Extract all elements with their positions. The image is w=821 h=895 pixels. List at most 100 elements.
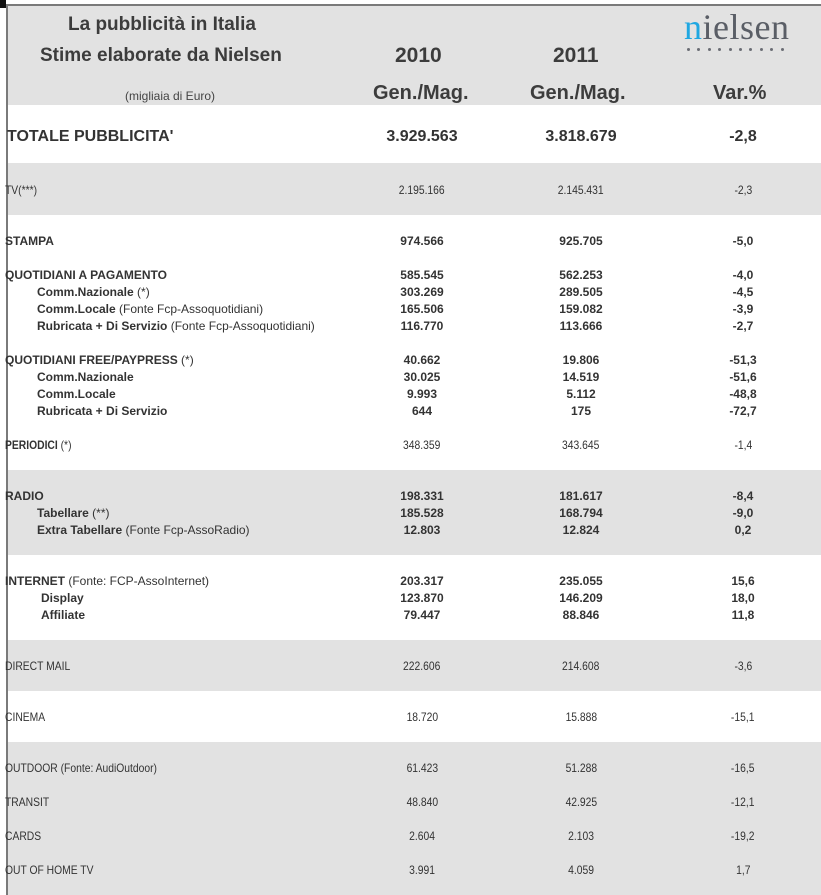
row-label: Affiliate — [41, 608, 86, 622]
resize-handle[interactable] — [0, 0, 6, 8]
row-label: QUOTIDIANI A PAGAMENTO — [5, 268, 167, 282]
value-2010: 9.993 — [406, 387, 438, 401]
value-2011: 12.824 — [562, 523, 600, 537]
table-row-free-comm-locale: Comm.Locale 9.993 5.112 -48,8 — [0, 387, 821, 404]
row-label: DIRECT MAIL — [5, 659, 71, 673]
row-label: STAMPA — [5, 234, 54, 248]
row-label: Display — [41, 591, 84, 605]
table-row-direct-mail: DIRECT MAIL 222.606 214.608 -3,6 — [0, 659, 821, 676]
table-row-affiliate: Affiliate 79.447 88.846 11,8 — [0, 608, 821, 625]
unit-label: (migliaia di Euro) — [125, 89, 216, 103]
value-2011: 343.645 — [562, 438, 600, 452]
value-2011: 51.288 — [565, 761, 597, 775]
radio-band — [8, 470, 821, 555]
table-row-stampa: STAMPA 974.566 925.705 -5,0 — [0, 234, 821, 251]
title-line-2: Stime elaborate da Nielsen — [40, 45, 282, 66]
value-var: 1,7 — [735, 863, 751, 877]
table-row-tabellare: Tabellare (**) 185.528 168.794 -9,0 — [0, 506, 821, 523]
row-label: CINEMA — [5, 710, 46, 724]
row-note: (Fonte Fcp-AssoRadio) — [122, 523, 250, 537]
table-row-quotidiani-pagamento: QUOTIDIANI A PAGAMENTO 585.545 562.253 -… — [0, 268, 821, 285]
value-2010: 303.269 — [400, 285, 444, 299]
table-row-cards: CARDS 2.604 2.103 -19,2 — [0, 829, 821, 846]
outdoor-band — [8, 742, 821, 895]
table-row-cinema: CINEMA 18.720 15.888 -15,1 — [0, 710, 821, 727]
value-2011: 235.055 — [559, 574, 603, 588]
value-2010: 48.840 — [406, 795, 438, 809]
value-2010: 585.545 — [400, 268, 444, 282]
logo-n: n — [684, 7, 703, 47]
table-frame — [6, 4, 821, 895]
row-label: RADIO — [5, 489, 44, 503]
logo-rest: ielsen — [702, 7, 790, 47]
value-2011: 175 — [570, 404, 592, 418]
table-row-outdoor: OUTDOOR (Fonte: AudiOutdoor) 61.423 51.2… — [0, 761, 821, 778]
table-row-extra-tabellare: Extra Tabellare (Fonte Fcp-AssoRadio) 12… — [0, 523, 821, 540]
value-var: -4,0 — [732, 268, 754, 282]
value-var: -2,3 — [734, 183, 752, 197]
value-var: -1,4 — [734, 438, 752, 452]
row-label: Tabellare — [37, 506, 89, 520]
value-2010: 2.195.166 — [399, 183, 445, 197]
table-row-free-comm-nazionale: Comm.Nazionale 30.025 14.519 -51,6 — [0, 370, 821, 387]
value-2010: 18.720 — [406, 710, 438, 724]
value-2011: 2.103 — [568, 829, 594, 843]
table-row-comm-locale: Comm.Locale (Fonte Fcp-Assoquotidiani) 1… — [0, 302, 821, 319]
value-var: -4,5 — [732, 285, 754, 299]
row-label: Comm.Locale — [37, 387, 116, 401]
value-var: -5,0 — [732, 234, 754, 248]
row-label: OUT OF HOME TV — [5, 863, 94, 877]
row-label: QUOTIDIANI FREE/PAYPRESS — [5, 353, 178, 367]
row-note: (Fonte Fcp-Assoquotidiani) — [167, 319, 315, 333]
row-label: Extra Tabellare — [37, 523, 123, 537]
row-note: (*) — [177, 353, 194, 367]
table-row-quotidiani-free: QUOTIDIANI FREE/PAYPRESS (*) 40.662 19.8… — [0, 353, 821, 370]
value-2011: 3.818.679 — [545, 128, 617, 145]
value-2011: 5.112 — [566, 387, 596, 401]
value-2010: 974.566 — [400, 234, 444, 248]
value-2010: 3.991 — [409, 863, 435, 877]
value-var: -2,7 — [732, 319, 754, 333]
value-2011: 146.209 — [559, 591, 603, 605]
direct-mail-band — [8, 640, 821, 691]
value-2011: 562.253 — [559, 268, 603, 282]
table-row-tv: TV(***) 2.195.166 2.145.431 -2,3 — [0, 183, 821, 200]
col-2010-year: 2010 — [395, 44, 442, 67]
value-2011: 2.145.431 — [558, 183, 604, 197]
value-var: -9,0 — [732, 506, 754, 520]
table-row-radio: RADIO 198.331 181.617 -8,4 — [0, 489, 821, 506]
row-note: (Fonte Fcp-Assoquotidiani) — [115, 302, 264, 316]
logo-dots — [687, 48, 789, 51]
value-2010: 203.317 — [400, 574, 444, 588]
value-var: 18,0 — [731, 591, 755, 605]
row-note: (Fonte: AudiOutdoor) — [57, 761, 158, 775]
table-row-comm-nazionale: Comm.Nazionale (*) 303.269 289.505 -4,5 — [0, 285, 821, 302]
value-2011: 42.925 — [565, 795, 597, 809]
value-2010: 222.606 — [403, 659, 441, 673]
value-2011: 181.617 — [559, 489, 603, 503]
value-2010: 79.447 — [403, 608, 441, 622]
row-label: Comm.Nazionale — [37, 285, 134, 299]
value-2010: 116.770 — [400, 319, 444, 333]
row-note: (**) — [88, 506, 110, 520]
row-label: Rubricata + Di Servizio — [37, 319, 168, 333]
value-2011: 15.888 — [565, 710, 597, 724]
value-2011: 4.059 — [568, 863, 594, 877]
value-2010: 185.528 — [400, 506, 444, 520]
table-row-transit: TRANSIT 48.840 42.925 -12,1 — [0, 795, 821, 812]
value-var: -51,3 — [729, 353, 757, 367]
value-var: -51,6 — [729, 370, 757, 384]
value-var: 11,8 — [731, 608, 755, 622]
col-2011-year: 2011 — [553, 44, 599, 67]
value-2010: 30.025 — [403, 370, 441, 384]
tv-band — [8, 163, 821, 215]
value-var: -19,2 — [731, 829, 755, 843]
value-2011: 168.794 — [559, 506, 603, 520]
value-2010: 12.803 — [403, 523, 441, 537]
value-2011: 214.608 — [562, 659, 600, 673]
table-row-internet: INTERNET (Fonte: FCP-AssoInternet) 203.3… — [0, 574, 821, 591]
value-var: -3,6 — [734, 659, 752, 673]
row-note: (*) — [57, 438, 72, 452]
table-row-free-rubricata: Rubricata + Di Servizio 644 175 -72,7 — [0, 404, 821, 421]
value-2010: 165.506 — [400, 302, 444, 316]
